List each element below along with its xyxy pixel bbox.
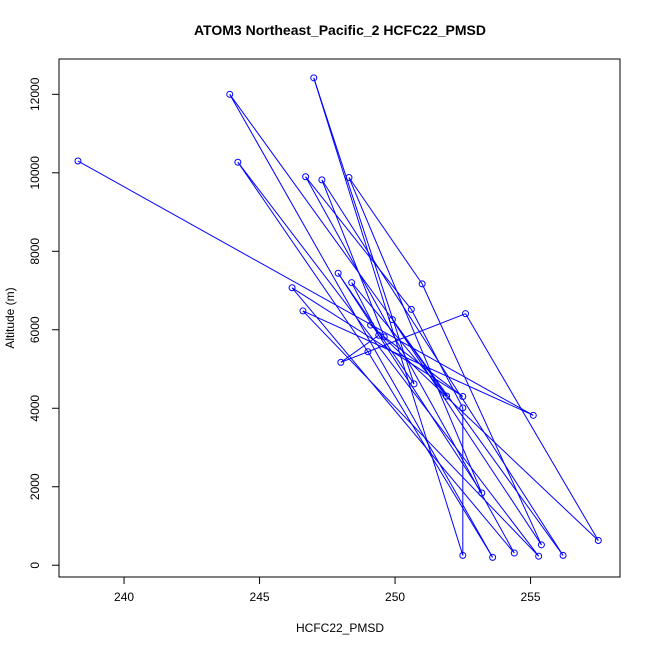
y-axis-label: Altitude (m) bbox=[3, 287, 17, 348]
y-tick-label: 6000 bbox=[28, 316, 42, 343]
x-tick-label: 255 bbox=[521, 590, 541, 604]
y-tick-label: 8000 bbox=[28, 238, 42, 265]
y-tick-label: 4000 bbox=[28, 395, 42, 422]
chart-title: ATOM3 Northeast_Pacific_2 HCFC22_PMSD bbox=[194, 22, 486, 38]
y-tick-label: 12000 bbox=[28, 77, 42, 111]
y-tick-label: 0 bbox=[28, 562, 42, 569]
x-axis-label: HCFC22_PMSD bbox=[296, 621, 384, 635]
y-tick-label: 10000 bbox=[28, 156, 42, 190]
x-tick-label: 240 bbox=[114, 590, 134, 604]
x-tick-label: 245 bbox=[250, 590, 270, 604]
x-tick-label: 250 bbox=[385, 590, 405, 604]
y-tick-label: 2000 bbox=[28, 473, 42, 500]
